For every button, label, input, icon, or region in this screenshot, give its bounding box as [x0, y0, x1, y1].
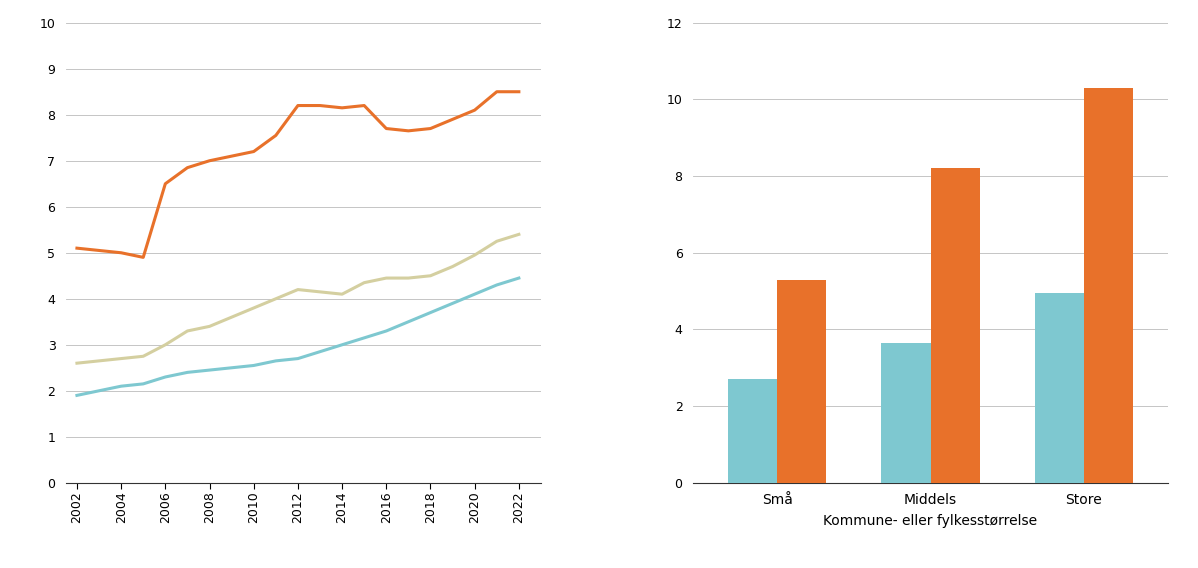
- Bar: [882, 343, 931, 483]
- Bar: [728, 379, 778, 483]
- X-axis label: Kommune- eller fylkesstørrelse: Kommune- eller fylkesstørrelse: [823, 514, 1037, 528]
- Bar: [1035, 293, 1084, 483]
- Bar: [1084, 88, 1133, 483]
- Bar: [931, 169, 980, 483]
- Bar: [778, 279, 827, 483]
